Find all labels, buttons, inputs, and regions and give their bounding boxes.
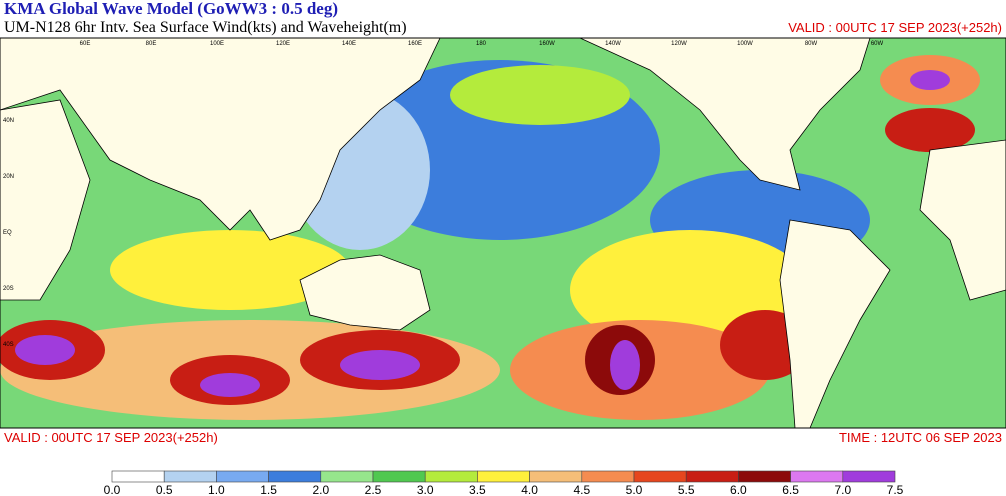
- colorbar-label: 7.0: [834, 483, 851, 496]
- colorbar-label: 6.0: [730, 483, 747, 496]
- land-south-america: [779, 219, 891, 429]
- colorbar-box: [581, 470, 635, 483]
- colorbar-label: 3.0: [417, 483, 434, 496]
- colorbar-box: [685, 470, 739, 483]
- colorbar-box: [320, 470, 374, 483]
- land-africa-east: [919, 139, 1006, 301]
- wave-area: [610, 340, 640, 390]
- land-north-america: [579, 37, 871, 191]
- wave-area: [340, 350, 420, 380]
- wave-area: [110, 230, 350, 310]
- wave-area: [450, 65, 630, 125]
- map: 60E 80E 100E 120E 140E 160E 180 160W 140W 120W 100…: [0, 37, 1006, 429]
- colorbar-box: [790, 470, 844, 483]
- colorbar-box: [633, 470, 687, 483]
- lon-label: 60E: [80, 41, 91, 47]
- lon-labels: 60E 80E 100E 120E 140E 160E 180 160W 140W 120W 100…: [80, 41, 884, 47]
- lon-label: 160W: [539, 41, 555, 47]
- wave-area: [15, 335, 75, 365]
- colorbar-label: 7.5: [887, 483, 904, 496]
- colorbar-label: 1.5: [260, 483, 277, 496]
- colorbar-label: 4.5: [573, 483, 590, 496]
- colorbar-box: [529, 470, 583, 483]
- colorbar-box: [216, 470, 269, 483]
- wave-area: [910, 70, 950, 90]
- colorbar-label: 6.5: [782, 483, 799, 496]
- colorbar-box: [738, 470, 791, 483]
- lat-label: 40N: [3, 118, 14, 124]
- lat-label: EQ: [3, 230, 12, 236]
- lon-label: 140E: [342, 41, 356, 47]
- colorbar-label: 0.5: [156, 483, 173, 496]
- time: TIME : 12UTC 06 SEP 2023: [839, 430, 1002, 445]
- lat-labels: 40N 20N EQ 20S 40S: [3, 118, 14, 348]
- lon-label: 80W: [805, 41, 818, 47]
- colorbar-box: [111, 470, 165, 483]
- lat-label: 20S: [3, 286, 14, 292]
- lon-label: 140W: [605, 41, 621, 47]
- lon-label: 80E: [146, 41, 157, 47]
- colorbar: 0.0 0.5 1.0 1.5 2.0 2.5 3.0 3.5 4.0 4.5 5.0 5.5 6.0 6…: [104, 470, 904, 496]
- lon-label: 100W: [737, 41, 753, 47]
- colorbar-box: [372, 470, 426, 483]
- colorbar-label: 2.5: [365, 483, 382, 496]
- valid-top: VALID : 00UTC 17 SEP 2023(+252h): [788, 20, 1002, 35]
- colorbar-label: 3.5: [469, 483, 486, 496]
- subtitle: UM-N128 6hr Intv. Sea Surface Wind(kts) …: [4, 19, 407, 36]
- lon-label: 100E: [210, 41, 224, 47]
- land-asia: [0, 37, 441, 241]
- land-australia: [299, 254, 431, 331]
- lon-label: 180: [476, 41, 487, 47]
- colorbar-label: 4.0: [521, 483, 538, 496]
- lon-label: 160E: [408, 41, 422, 47]
- colorbar-label: 5.0: [626, 483, 643, 496]
- valid-bottom: VALID : 00UTC 17 SEP 2023(+252h): [4, 430, 218, 445]
- colorbar-box: [842, 470, 896, 483]
- wave-area: [885, 108, 975, 152]
- wave-area: [200, 373, 260, 397]
- title: KMA Global Wave Model (GoWW3 : 0.5 deg): [4, 0, 338, 18]
- lon-label: 120W: [671, 41, 687, 47]
- colorbar-label: 5.5: [678, 483, 695, 496]
- colorbar-box: [163, 470, 217, 483]
- lon-label: 120E: [276, 41, 290, 47]
- colorbar-label: 0.0: [104, 483, 121, 496]
- lat-label: 40S: [3, 342, 14, 348]
- lon-label: 60W: [871, 41, 884, 47]
- colorbar-box: [268, 470, 322, 483]
- map-frame: [0, 37, 1006, 429]
- colorbar-label: 1.0: [208, 483, 225, 496]
- colorbar-label: 2.0: [312, 483, 329, 496]
- colorbar-box: [477, 470, 530, 483]
- land-africa: [0, 99, 91, 301]
- colorbar-box: [424, 470, 478, 483]
- lat-label: 20N: [3, 174, 14, 180]
